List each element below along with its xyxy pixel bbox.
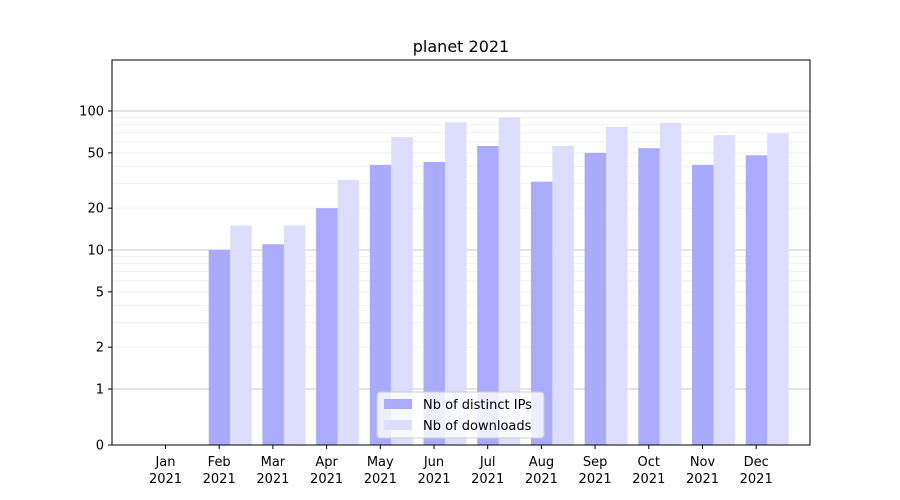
y-tick-label: 100	[79, 105, 104, 120]
x-tick-label-month: Dec	[744, 455, 769, 470]
x-tick-label-month: Sep	[583, 455, 608, 470]
bar-downloads	[230, 225, 252, 445]
y-tick-label: 10	[87, 244, 104, 259]
y-tick-label: 1	[96, 383, 104, 398]
x-tick-label-month: Aug	[529, 455, 554, 470]
y-axis-ticks: 0 1 2 5 10 20 50 100	[79, 105, 112, 454]
bar-ips	[530, 181, 553, 445]
x-tick-label-month: May	[367, 455, 394, 470]
bar-downloads	[659, 122, 682, 446]
y-tick-label: 0	[96, 439, 104, 454]
bar-ips	[208, 250, 231, 445]
bar-downloads	[552, 146, 574, 445]
legend: Nb of distinct IPs Nb of downloads	[376, 391, 545, 439]
x-tick-label-month: Jul	[479, 455, 496, 470]
x-tick-label-month: Mar	[261, 455, 286, 470]
x-tick-label-year: 2021	[632, 472, 665, 487]
x-tick-label-month: Feb	[208, 455, 231, 470]
bar-ips	[262, 244, 284, 445]
bar-downloads	[337, 179, 360, 445]
y-tick-label: 5	[96, 285, 104, 300]
bar-ips	[745, 155, 768, 445]
x-tick-label-month: Apr	[315, 455, 338, 470]
bar-downloads	[713, 135, 735, 445]
bar-downloads	[283, 225, 306, 445]
legend-swatch	[384, 420, 412, 430]
x-tick-label-year: 2021	[471, 472, 504, 487]
bar-downloads	[391, 137, 413, 445]
x-tick-label-year: 2021	[740, 472, 773, 487]
legend-label: Nb of distinct IPs	[423, 398, 532, 413]
bar-downloads	[606, 126, 628, 446]
x-tick-label-month: Nov	[690, 455, 716, 470]
legend-box	[376, 391, 545, 439]
bar-ips	[477, 146, 499, 445]
legend-label: Nb of downloads	[423, 419, 532, 434]
x-tick-label-year: 2021	[579, 472, 612, 487]
x-tick-label-year: 2021	[310, 472, 343, 487]
y-tick-label: 2	[96, 341, 104, 356]
x-tick-label-month: Jan	[154, 455, 175, 470]
x-tick-label-year: 2021	[686, 472, 719, 487]
chart-title: planet 2021	[413, 37, 509, 56]
y-tick-label: 20	[87, 202, 104, 217]
bar-ips	[369, 164, 392, 445]
x-tick-label-month: Jun	[423, 455, 444, 470]
bar-ips	[692, 164, 714, 445]
bar-ips	[638, 148, 660, 445]
y-tick-label: 50	[87, 146, 104, 161]
bar-downloads	[767, 133, 789, 446]
x-axis-ticks: Jan 2021 Feb 2021 Mar 2021 Apr 2021 May 2021 Jun 20…	[149, 445, 773, 487]
x-tick-label-year: 2021	[525, 472, 558, 487]
x-tick-label-year: 2021	[256, 472, 289, 487]
x-tick-label-year: 2021	[364, 472, 397, 487]
x-tick-label-month: Oct	[638, 455, 660, 470]
x-tick-label-year: 2021	[417, 472, 450, 487]
bar-ips	[316, 208, 338, 445]
bars	[208, 117, 789, 446]
plot-frame	[111, 59, 811, 446]
bar-downloads	[445, 122, 467, 446]
bar-ips	[423, 161, 445, 446]
legend-swatch	[384, 399, 412, 409]
bar-downloads	[498, 117, 521, 445]
bar-ips	[584, 152, 607, 445]
x-tick-label-year: 2021	[203, 472, 236, 487]
x-tick-label-year: 2021	[149, 472, 182, 487]
